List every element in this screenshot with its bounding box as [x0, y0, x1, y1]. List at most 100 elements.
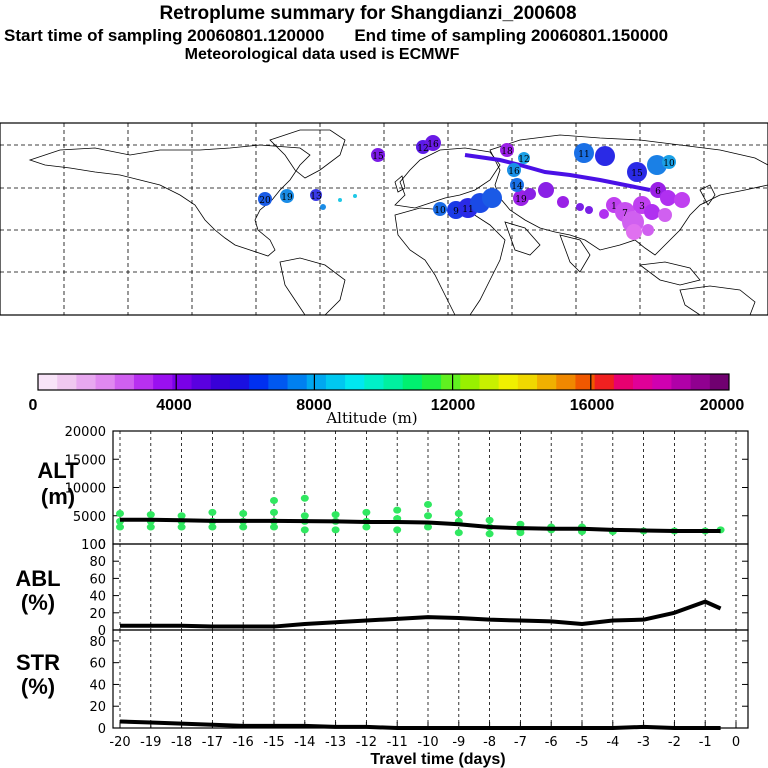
colorbar-swatch [556, 374, 576, 390]
plume-cluster [507, 163, 521, 177]
colorbar-swatch [460, 374, 480, 390]
x-axis-label: Travel time (days) [370, 751, 505, 768]
data-point [300, 494, 309, 502]
y-tick-label: 80 [89, 635, 106, 650]
data-point [208, 523, 217, 531]
cluster-label: 11 [578, 150, 589, 160]
cluster-label: 1 [611, 202, 617, 212]
y-tick-label: 15000 [65, 453, 106, 468]
cluster-label: 20 [259, 196, 271, 206]
y-tick-label: 0 [98, 722, 106, 737]
y-tick-label: 60 [89, 572, 106, 587]
plume-cluster [557, 196, 569, 208]
trajectory-line [464, 153, 651, 192]
panel-frame [112, 629, 749, 729]
x-tick-label: -19 [140, 735, 161, 750]
plume-cluster [258, 192, 272, 206]
colorbar-swatch [172, 374, 193, 390]
plume-cluster [576, 203, 584, 211]
cluster-label: 15 [372, 152, 384, 162]
colorbar-swatch [613, 374, 634, 390]
colorbar-swatch [383, 374, 404, 390]
plume-cluster [644, 204, 660, 220]
data-point [331, 526, 340, 534]
x-tick-label: -1 [699, 735, 712, 750]
end-time-label: End time of sampling 20060801.150000 [354, 26, 669, 45]
cluster-label: 16 [508, 167, 520, 177]
data-point [208, 508, 217, 516]
colorbar-swatch [345, 374, 365, 390]
plume-cluster [524, 188, 536, 200]
cluster-label: 3 [639, 202, 645, 212]
plume-cluster [310, 189, 322, 201]
colorbar-swatch [594, 374, 615, 390]
x-tick-label: -10 [417, 735, 438, 750]
cluster-label: 19 [515, 195, 527, 205]
data-point [485, 530, 494, 538]
start-time-label: Start time of sampling 20060801.120000 [4, 26, 325, 45]
colorbar-swatch [421, 374, 442, 390]
plume-cluster [626, 224, 642, 240]
data-point [424, 523, 432, 531]
colorbar-tick-label: 20000 [700, 397, 745, 414]
plume-cluster [674, 192, 690, 208]
colorbar-swatch [57, 374, 77, 390]
panel-name: ALT [37, 458, 79, 483]
colorbar-swatch [114, 374, 135, 390]
colorbar-swatch [153, 374, 173, 390]
colorbar-swatch [229, 374, 250, 390]
cluster-label: 6 [655, 187, 661, 197]
x-tick-label: -20 [109, 735, 130, 750]
cluster-label: 7 [622, 209, 628, 219]
colorbar-swatch [287, 374, 308, 390]
cluster-label: 9 [453, 207, 459, 217]
x-tick-label: -12 [356, 735, 377, 750]
data-point [300, 512, 309, 520]
panel-name: STR [16, 650, 60, 675]
colorbar-swatch [652, 374, 672, 390]
series-line [120, 517, 721, 534]
plume-cluster [595, 146, 615, 166]
y-tick-label: 40 [89, 678, 106, 693]
x-tick-label: -8 [483, 735, 496, 750]
colorbar-swatch [191, 374, 212, 390]
data-point [146, 523, 155, 531]
panel-str: 80 60 40 20 0 STR(%) [16, 629, 749, 737]
data-point [270, 508, 278, 516]
panel-unit: (%) [21, 674, 55, 699]
y-tick-label: 60 [89, 657, 106, 672]
colorbar-swatch [210, 374, 231, 390]
plume-cluster [574, 143, 594, 163]
colorbar-tick-label: 0 [29, 397, 38, 414]
panel-unit: (%) [21, 590, 55, 615]
data-point [177, 512, 186, 520]
met-data-label: Meteorological data used is ECMWF [184, 46, 460, 63]
x-tick-label: -17 [202, 735, 223, 750]
y-tick-label: 40 [89, 590, 106, 605]
data-point [393, 526, 402, 534]
x-tick-label: -9 [452, 735, 465, 750]
data-point [393, 506, 402, 514]
cluster-label: 18 [501, 147, 513, 157]
plume-cluster [647, 155, 667, 175]
y-tick-label: 0 [98, 624, 106, 639]
colorbar-swatch [690, 374, 711, 390]
colorbar-frame [37, 373, 730, 391]
cluster-label: 10 [663, 159, 675, 169]
x-tick-label: -16 [233, 735, 254, 750]
colorbar-swatch [498, 374, 519, 390]
y-tick-label: 0 [98, 538, 106, 553]
cluster-label: 12 [518, 155, 529, 165]
data-point [239, 523, 248, 531]
colorbar-swatch [306, 374, 327, 390]
y-tick-label: 20000 [65, 425, 106, 440]
series-line [120, 599, 722, 629]
y-tick-label: 20 [89, 607, 106, 622]
colorbar: 0 4000 8000 12000 16000 20000 [29, 373, 745, 414]
cluster-label: 15 [631, 169, 643, 179]
timeseries-panels: 20000 15000 10000 5000 0 ALT(m) 100 80 60 40 20 0 AB… [15, 425, 749, 750]
colorbar-swatch [325, 374, 346, 390]
